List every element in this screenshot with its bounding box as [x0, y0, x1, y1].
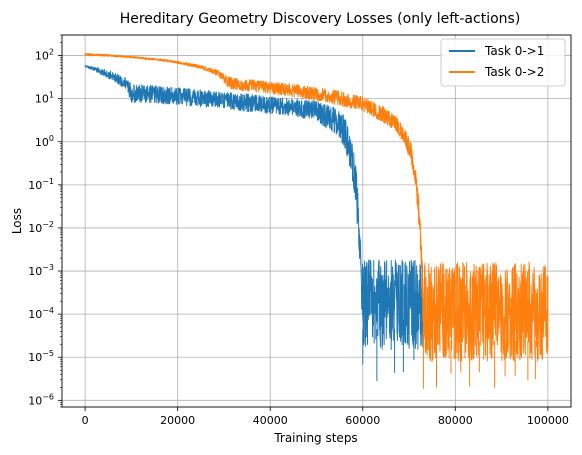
legend-label-task-0-2: Task 0->2 [484, 65, 544, 79]
series-line-0 [84, 64, 424, 351]
y-tick-label: 10−2 [28, 220, 54, 235]
y-tick-label: 100 [35, 134, 54, 149]
y-tick-label: 10−4 [28, 306, 54, 321]
legend: Task 0->1 Task 0->2 [440, 38, 566, 87]
legend-label-task-0-1: Task 0->1 [484, 44, 544, 58]
x-tick-label: 0 [82, 414, 89, 427]
x-tick-label: 100000 [527, 414, 569, 427]
y-axis-ticks: 10−6 10−5 10−4 10−3 10−2 10−1 100 101 102 [28, 34, 62, 407]
y-tick-label: 10−5 [28, 349, 54, 364]
x-tick-label: 40000 [253, 414, 288, 427]
x-tick-label: 20000 [160, 414, 195, 427]
y-tick-label: 10−6 [28, 392, 54, 407]
y-tick-label: 101 [35, 91, 54, 106]
series-0 [84, 64, 424, 382]
y-tick-label: 10−3 [28, 263, 54, 278]
x-tick-label: 80000 [438, 414, 473, 427]
plot-area [84, 53, 549, 389]
y-tick-label: 102 [35, 48, 54, 63]
x-axis-ticks: 0 20000 40000 60000 80000 100000 [82, 407, 569, 427]
chart-title: Hereditary Geometry Discovery Losses (on… [120, 11, 521, 27]
x-axis-label: Training steps [273, 431, 357, 445]
x-tick-label: 60000 [345, 414, 380, 427]
axes-frame [61, 34, 572, 408]
y-axis-label: Loss [10, 208, 24, 234]
series-line-1 [84, 53, 549, 362]
series-1 [84, 53, 549, 389]
y-tick-label: 10−1 [28, 177, 54, 192]
